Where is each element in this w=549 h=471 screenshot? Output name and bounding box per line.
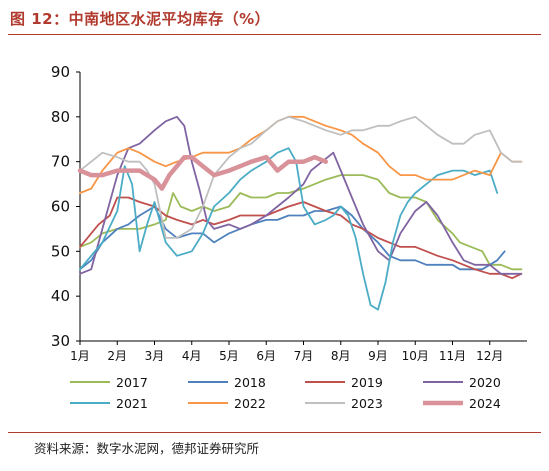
legend-label-2021: 2021 xyxy=(116,396,148,411)
series-line-2020 xyxy=(79,115,523,275)
y-tick-label: 70 xyxy=(51,153,70,171)
plot-area xyxy=(77,115,523,311)
x-tick-label: 6月 xyxy=(256,349,276,363)
x-tick-label: 12月 xyxy=(476,349,503,363)
y-tick-label: 50 xyxy=(51,242,70,260)
title-rule xyxy=(8,34,541,35)
x-tick-label: 10月 xyxy=(402,349,429,363)
x-tick-label: 2月 xyxy=(107,349,127,363)
x-tick-label: 5月 xyxy=(219,349,239,363)
legend-label-2022: 2022 xyxy=(234,396,266,411)
series-line-2023 xyxy=(79,115,523,239)
chart-axes: 30 40 50 60 70 80 90 1月 2月 3月 4月 5月 6月 7月 8月 9月 10月 11月 12… xyxy=(51,63,527,363)
legend-label-2023: 2023 xyxy=(351,396,383,411)
y-tick-label: 60 xyxy=(51,198,70,216)
legend-label-2020: 2020 xyxy=(469,375,501,390)
x-tick-label: 11月 xyxy=(439,349,466,363)
line-chart: 30 40 50 60 70 80 90 1月 2月 3月 4月 5月 6月 7月 8月 9月 10月 11月 12… xyxy=(51,63,527,411)
x-tick-label: 3月 xyxy=(145,349,165,363)
y-tick-label: 30 xyxy=(51,332,70,350)
x-tick-label: 4月 xyxy=(182,349,202,363)
x-tick-label: 1月 xyxy=(70,349,90,363)
series-line-2019 xyxy=(79,196,523,280)
legend-label-2018: 2018 xyxy=(234,375,266,390)
x-tick-label: 7月 xyxy=(294,349,314,363)
legend-label-2019: 2019 xyxy=(351,375,383,390)
source-rule xyxy=(8,432,541,433)
y-tick-label: 40 xyxy=(51,287,70,305)
y-tick-label: 90 xyxy=(51,63,70,81)
legend: 2017 2018 2019 2020 2021 2022 2023 2024 xyxy=(70,375,501,411)
x-tick-label: 9月 xyxy=(368,349,388,363)
source-note: 资料来源：数字水泥网，德邦证券研究所 xyxy=(34,441,260,456)
legend-label-2024: 2024 xyxy=(469,396,501,411)
series-line-2021 xyxy=(79,147,499,311)
series-line-2024 xyxy=(77,154,329,191)
x-tick-label: 8月 xyxy=(331,349,351,363)
series-line-2017 xyxy=(79,174,523,271)
y-tick-label: 80 xyxy=(51,108,70,126)
figure-title: 图 12：中南地区水泥平均库存（%） xyxy=(10,10,271,28)
legend-label-2017: 2017 xyxy=(116,375,148,390)
series-line-2022 xyxy=(79,115,523,194)
